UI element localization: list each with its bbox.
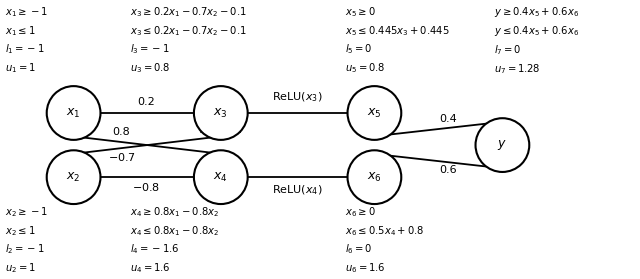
Text: $x_6$: $x_6$ [367,171,382,184]
Text: 0.4: 0.4 [439,114,457,124]
Text: $x_5$: $x_5$ [367,107,381,119]
Ellipse shape [47,150,100,204]
Ellipse shape [476,118,529,172]
Text: 0.6: 0.6 [439,165,457,175]
Text: $-$0.7: $-$0.7 [108,151,135,163]
Text: 0.8: 0.8 [113,127,131,137]
Text: $x_2$: $x_2$ [67,171,81,184]
Ellipse shape [194,86,248,140]
Ellipse shape [194,150,248,204]
Text: 0.2: 0.2 [137,97,155,107]
Text: $x_6 \geq 0$
$x_6 \leq 0.5x_4 + 0.8$
$l_6 = 0$
$u_6 = 1.6$: $x_6 \geq 0$ $x_6 \leq 0.5x_4 + 0.8$ $l_… [345,205,424,275]
Text: $x_3 \geq 0.2x_1 - 0.7x_2 - 0.1$
$x_3 \leq 0.2x_1 - 0.7x_2 - 0.1$
$l_3 = -1$
$u_: $x_3 \geq 0.2x_1 - 0.7x_2 - 0.1$ $x_3 \l… [130,5,246,75]
Text: $x_3$: $x_3$ [214,107,228,119]
Text: $-$0.8: $-$0.8 [132,181,160,193]
Text: $y \geq 0.4x_5 + 0.6x_6$
$y \leq 0.4x_5 + 0.6x_6$
$l_7 = 0$
$u_7 = 1.28$: $y \geq 0.4x_5 + 0.6x_6$ $y \leq 0.4x_5 … [494,5,579,76]
Text: $x_4 \geq 0.8x_1 - 0.8x_2$
$x_4 \leq 0.8x_1 - 0.8x_2$
$l_4 = -1.6$
$u_4 = 1.6$: $x_4 \geq 0.8x_1 - 0.8x_2$ $x_4 \leq 0.8… [130,205,219,275]
Text: $y$: $y$ [497,138,508,152]
Text: ReLU$(x_3)$: ReLU$(x_3)$ [273,91,323,104]
Text: ReLU$(x_4)$: ReLU$(x_4)$ [273,184,323,197]
Ellipse shape [47,86,100,140]
Text: $x_5 \geq 0$
$x_5 \leq 0.445x_3 + 0.445$
$l_5 = 0$
$u_5 = 0.8$: $x_5 \geq 0$ $x_5 \leq 0.445x_3 + 0.445$… [345,5,449,75]
Text: $x_2 \geq -1$
$x_2 \leq 1$
$l_2 = -1$
$u_2 = 1$: $x_2 \geq -1$ $x_2 \leq 1$ $l_2 = -1$ $u… [5,205,48,275]
Text: $x_4$: $x_4$ [214,171,228,184]
Text: $x_1 \geq -1$
$x_1 \leq 1$
$l_1 = -1$
$u_1 = 1$: $x_1 \geq -1$ $x_1 \leq 1$ $l_1 = -1$ $u… [5,5,48,75]
Ellipse shape [348,86,401,140]
Ellipse shape [348,150,401,204]
Text: $x_1$: $x_1$ [67,107,81,119]
Text: bias $-$ 0.1: bias $-$ 0.1 [199,124,243,135]
